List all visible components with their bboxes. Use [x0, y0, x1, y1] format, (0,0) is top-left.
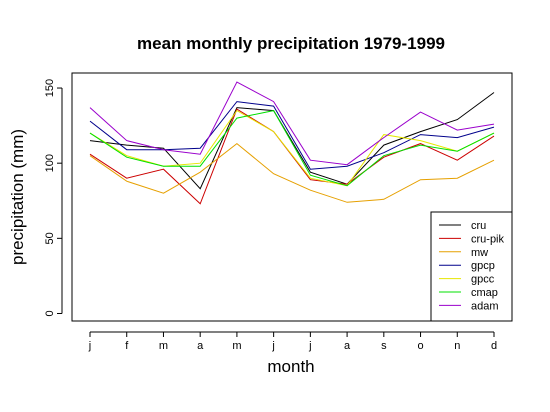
series-line-mw — [89, 142, 495, 203]
legend-label-cru: cru — [471, 220, 486, 232]
y-axis-label: precipitation (mm) — [8, 129, 27, 265]
legend-label-cru-pik: cru-pik — [471, 233, 505, 245]
y-tick-label: 0 — [44, 310, 56, 316]
series-line-cru — [89, 92, 495, 190]
y-tick-label: 50 — [44, 232, 56, 244]
x-tick-label: s — [381, 340, 387, 352]
legend-label-cmap: cmap — [471, 287, 498, 299]
x-tick-label: m — [232, 340, 241, 352]
legend-label-adam: adam — [471, 300, 499, 312]
series-line-cru-pik — [89, 108, 495, 205]
y-axis: 0 50 100 150 — [44, 79, 63, 317]
series-lines — [89, 81, 495, 205]
series-line-cmap — [89, 110, 495, 187]
plot-frame — [71, 72, 513, 322]
legend-label-mw: mw — [471, 247, 488, 259]
y-tick-label: 100 — [44, 154, 56, 172]
legend-box — [430, 211, 513, 322]
x-tick-label: o — [417, 340, 423, 352]
x-tick-label: j — [88, 340, 91, 352]
legend-label-gpcc: gpcc — [471, 274, 495, 286]
x-tick-label: j — [308, 340, 311, 352]
x-tick-label: d — [491, 340, 497, 352]
legend-label-gpcp: gpcp — [471, 260, 495, 272]
chart-title: mean monthly precipitation 1979-1999 — [137, 34, 445, 53]
x-axis-label: month — [267, 357, 314, 376]
x-tick-label: j — [271, 340, 274, 352]
series-line-gpcp — [89, 101, 495, 170]
x-tick-label: a — [344, 340, 351, 352]
x-tick-label: n — [454, 340, 460, 352]
series-line-adam — [89, 81, 495, 166]
x-tick-label: a — [197, 340, 204, 352]
y-tick-label: 150 — [44, 79, 56, 97]
series-line-gpcc — [89, 109, 495, 187]
x-tick-label: f — [125, 340, 129, 352]
x-tick-label: m — [159, 340, 168, 352]
